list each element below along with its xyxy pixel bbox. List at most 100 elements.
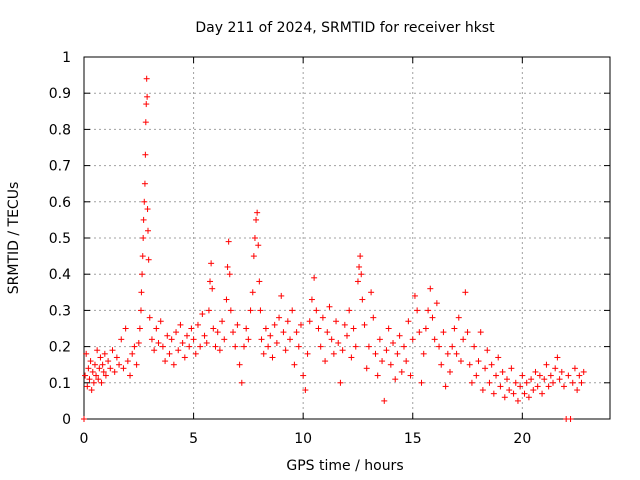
data-point	[387, 361, 394, 368]
chart-title: Day 211 of 2024, SRMTID for receiver hks…	[195, 20, 495, 36]
data-point	[319, 314, 326, 321]
data-point	[455, 314, 462, 321]
data-point	[398, 368, 405, 375]
data-point	[170, 361, 177, 368]
data-point	[155, 339, 162, 346]
y-tick-label: 0.1	[49, 376, 71, 392]
data-point	[113, 354, 120, 361]
x-tick-label: 5	[189, 431, 198, 447]
data-point	[414, 307, 421, 314]
data-point	[145, 256, 152, 263]
data-point	[84, 383, 91, 390]
data-point	[223, 296, 230, 303]
data-point	[243, 325, 250, 332]
data-point	[175, 347, 182, 354]
data-point	[135, 339, 142, 346]
data-point	[109, 347, 116, 354]
data-point	[558, 368, 565, 375]
data-point	[308, 296, 315, 303]
data-point	[122, 325, 129, 332]
data-point	[541, 376, 548, 383]
data-point	[95, 376, 102, 383]
data-point	[418, 379, 425, 386]
data-point	[144, 227, 151, 234]
data-point	[184, 332, 191, 339]
data-point	[468, 379, 475, 386]
data-point	[153, 325, 160, 332]
data-point	[291, 361, 298, 368]
data-point	[460, 336, 467, 343]
data-point	[140, 216, 147, 223]
data-point	[358, 271, 365, 278]
data-point	[293, 329, 300, 336]
data-point	[238, 379, 245, 386]
y-axis-label: SRMTID / TECUs	[6, 182, 22, 295]
data-point	[265, 343, 272, 350]
data-point	[433, 300, 440, 307]
data-point	[339, 347, 346, 354]
data-point	[236, 361, 243, 368]
data-point	[477, 329, 484, 336]
data-point	[186, 343, 193, 350]
data-point	[499, 368, 506, 375]
data-point	[168, 336, 175, 343]
data-point	[442, 383, 449, 390]
data-point	[536, 372, 543, 379]
data-point	[300, 372, 307, 379]
data-point	[287, 336, 294, 343]
data-point	[506, 387, 513, 394]
data-point	[216, 347, 223, 354]
data-point	[214, 329, 221, 336]
data-point	[503, 376, 510, 383]
data-point	[201, 332, 208, 339]
data-point	[148, 336, 155, 343]
data-point	[127, 372, 134, 379]
data-point	[253, 216, 260, 223]
data-point	[224, 263, 231, 270]
data-point	[376, 336, 383, 343]
data-point	[280, 329, 287, 336]
data-point	[490, 390, 497, 397]
data-point	[431, 336, 438, 343]
data-point	[289, 307, 296, 314]
data-point	[311, 274, 318, 281]
data-point	[282, 347, 289, 354]
data-point	[409, 336, 416, 343]
data-point	[151, 347, 158, 354]
data-point	[344, 332, 350, 339]
data-point	[210, 325, 217, 332]
data-point	[350, 325, 357, 332]
data-point	[488, 361, 495, 368]
data-point	[90, 379, 97, 386]
data-point	[141, 180, 148, 187]
data-point	[580, 368, 587, 375]
data-point	[94, 347, 101, 354]
data-point	[232, 343, 239, 350]
data-point	[260, 350, 267, 357]
data-point	[188, 325, 195, 332]
data-point	[302, 387, 309, 394]
x-tick-label: 15	[404, 431, 422, 447]
data-point	[543, 361, 550, 368]
x-tick-labels: 0 5 10 15 20	[80, 431, 532, 447]
data-point	[81, 416, 87, 422]
data-point	[143, 101, 150, 108]
data-point	[341, 321, 348, 328]
data-point	[471, 343, 478, 350]
data-point	[539, 390, 546, 397]
data-point	[120, 365, 127, 372]
data-point	[462, 289, 469, 296]
data-point	[497, 383, 504, 390]
data-point	[571, 365, 578, 372]
data-point	[133, 361, 140, 368]
data-point	[422, 325, 429, 332]
data-point	[143, 75, 150, 82]
data-point	[523, 379, 530, 386]
y-tick-label: 0	[62, 412, 71, 428]
data-point	[88, 387, 95, 394]
data-point	[416, 329, 423, 336]
data-point	[330, 350, 337, 357]
data-point	[273, 339, 280, 346]
data-point	[131, 343, 138, 350]
data-point	[207, 278, 214, 285]
